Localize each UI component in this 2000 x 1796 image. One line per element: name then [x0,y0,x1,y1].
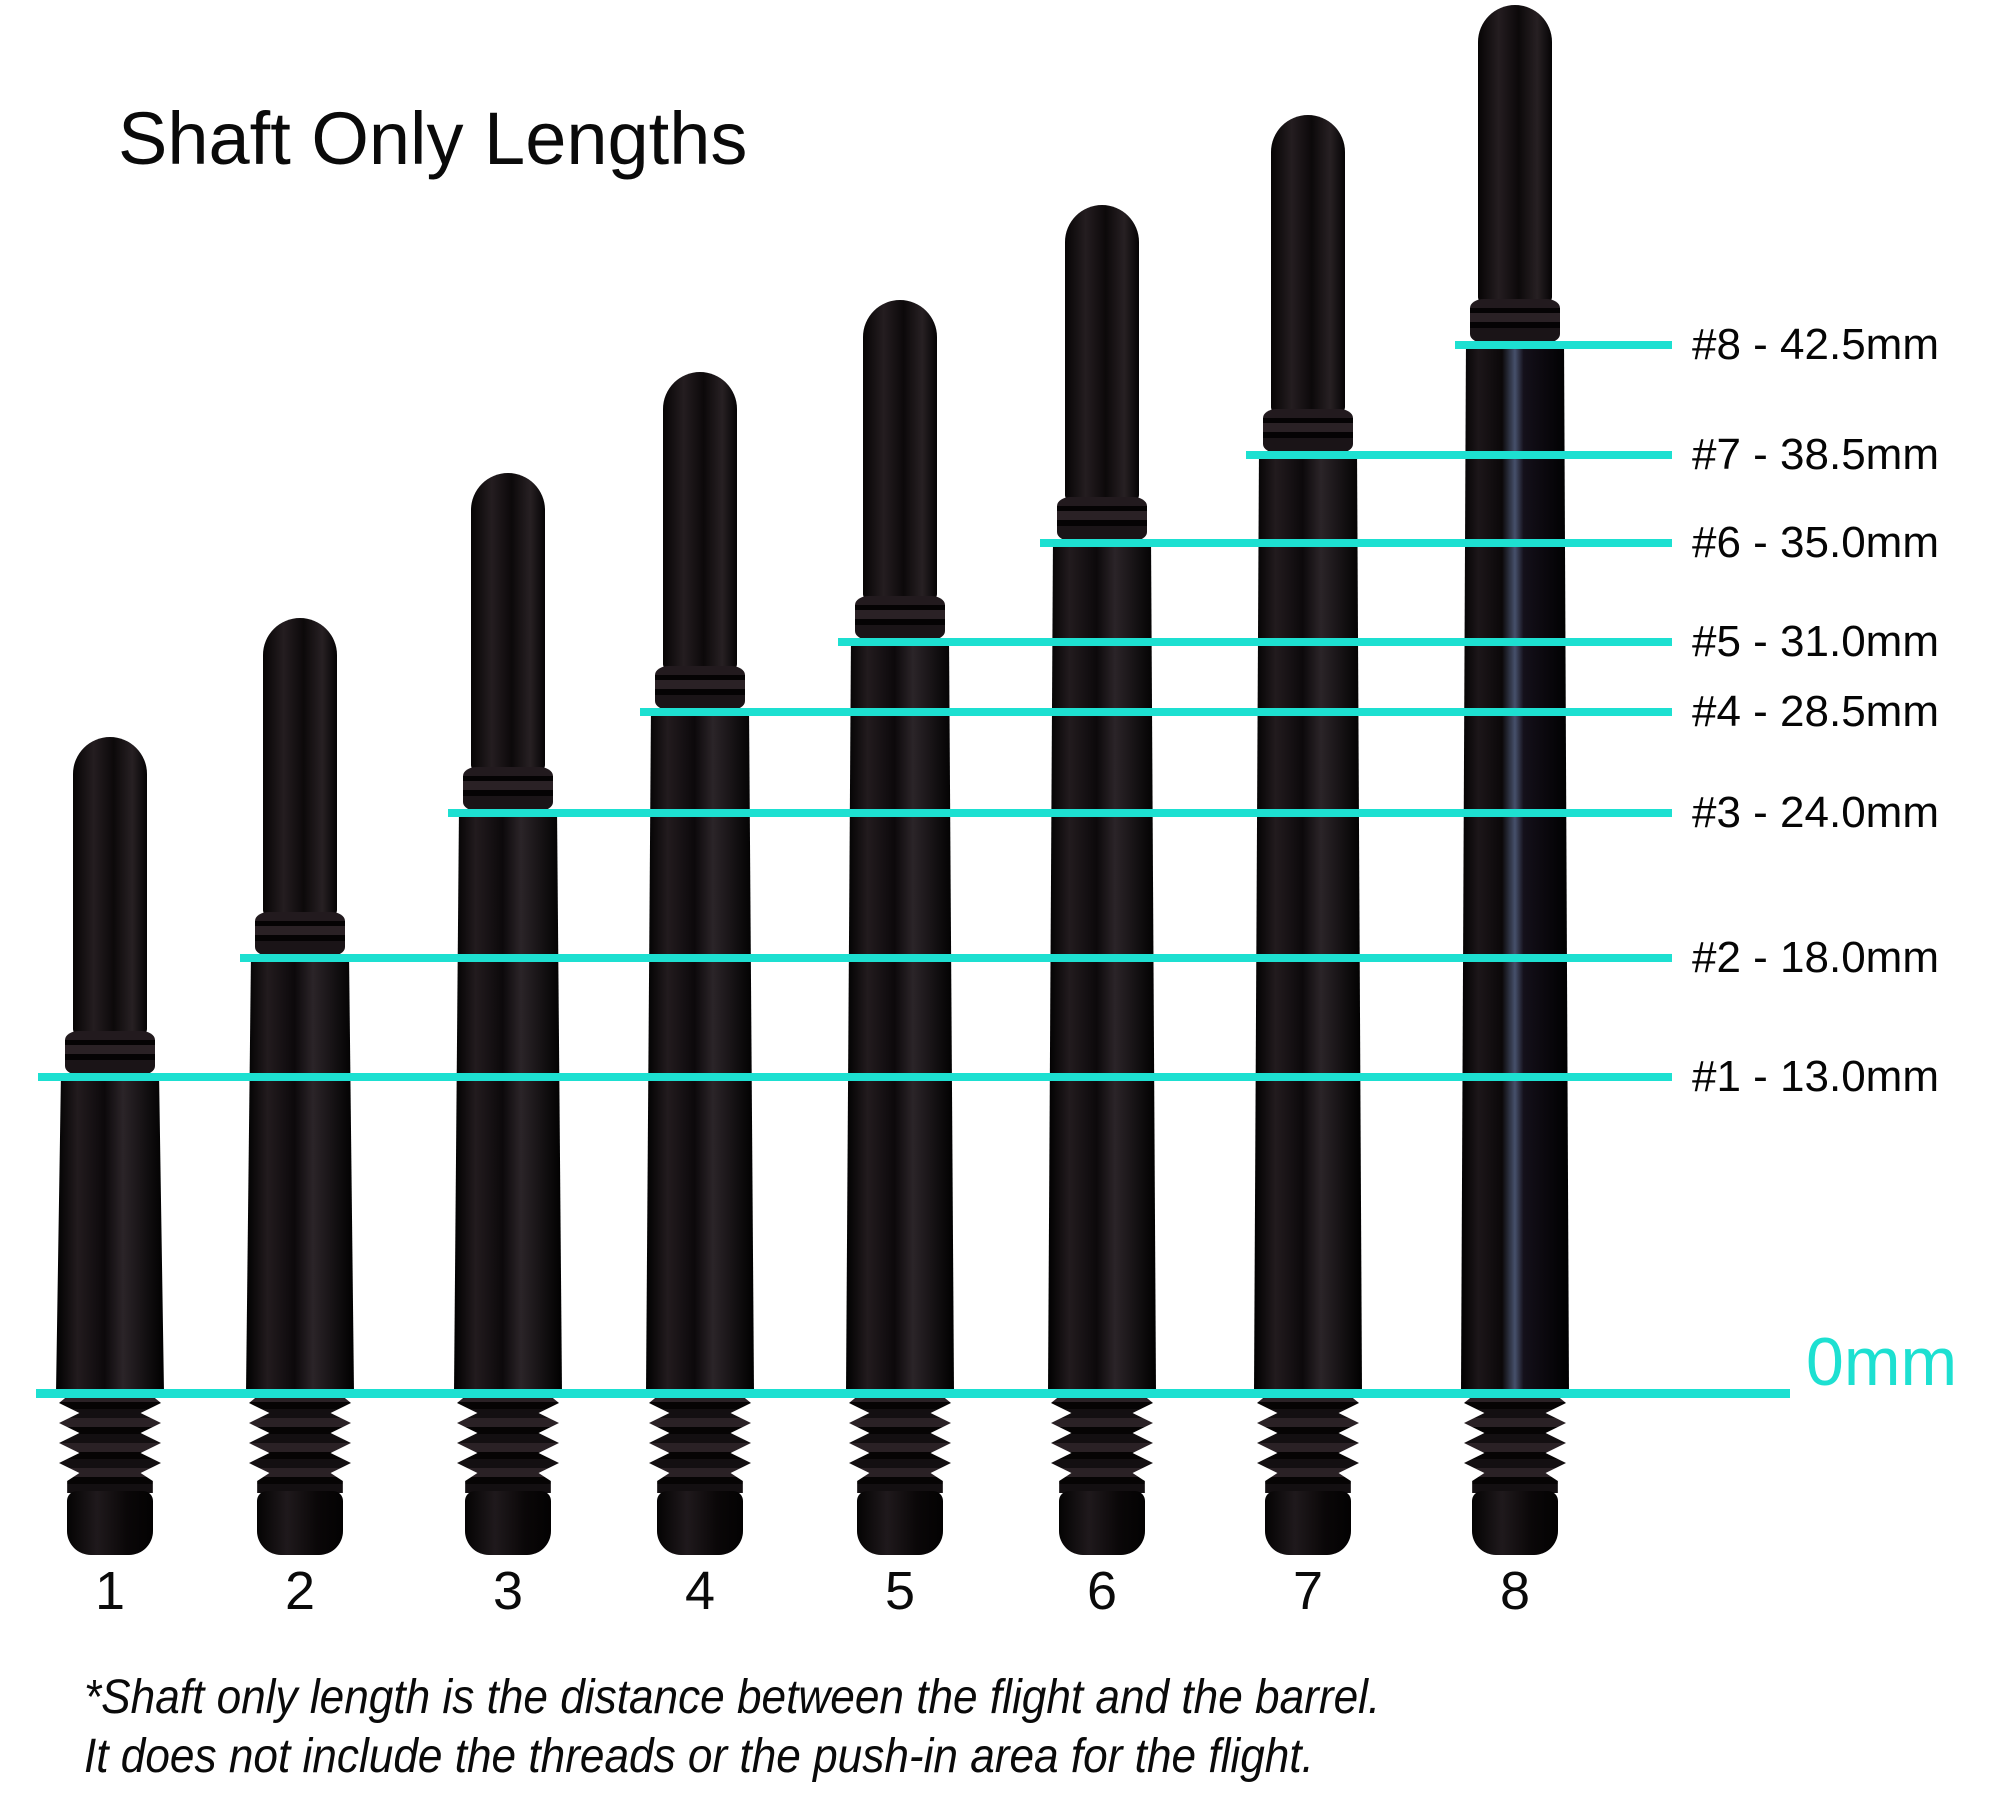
shaft-cap [1478,5,1552,303]
shaft-body [846,640,954,1393]
shaft-ring [65,1031,155,1075]
shaft-bottom-tip [657,1491,743,1555]
measure-line [1246,451,1672,459]
shaft-threads [849,1393,951,1493]
shaft-bottom-tip [465,1491,551,1555]
shaft-bottom-tip [1059,1491,1145,1555]
shaft-body [1461,343,1569,1393]
shaft-body [454,811,562,1393]
shaft-number-label: 8 [1499,1561,1531,1621]
measure-line [640,708,1672,716]
page-title: Shaft Only Lengths [118,97,748,180]
measure-line [448,809,1672,817]
measure-line [240,954,1672,962]
shaft-body [646,710,754,1393]
length-label: #8 - 42.5mm [1692,320,1939,369]
measure-line [1455,341,1672,349]
shaft-body [1048,541,1156,1393]
shaft-threads [457,1393,559,1493]
shaft-number-label: 4 [684,1561,716,1621]
shaft-cap [263,618,337,916]
shaft-cap [1271,115,1345,413]
footnote-line-2: It does not include the threads or the p… [84,1730,1314,1783]
measure-line [38,1073,1672,1081]
shaft-number-label: 1 [94,1561,126,1621]
shaft-threads [249,1393,351,1493]
footnote-line-1: *Shaft only length is the distance betwe… [84,1671,1381,1724]
baseline-zero-label: 0mm [1806,1324,1958,1400]
length-label: #3 - 24.0mm [1692,788,1939,837]
shaft-ring [1057,497,1147,541]
shaft-ring [655,666,745,710]
shaft-cap [471,473,545,771]
length-label: #4 - 28.5mm [1692,687,1939,736]
shaft-threads [1464,1393,1566,1493]
shaft-cap [663,372,737,670]
length-label: #7 - 38.5mm [1692,430,1939,479]
shaft-number-label: 2 [284,1561,316,1621]
shaft-body [1254,453,1362,1393]
shaft-ring [855,596,945,640]
shaft-ring [463,767,553,811]
shaft-cap [73,737,147,1035]
shaft-number-label: 7 [1292,1561,1324,1621]
shaft-body [56,1075,164,1393]
shaft-number-label: 5 [884,1561,916,1621]
shaft-bottom-tip [257,1491,343,1555]
shaft-body [246,956,354,1393]
footnote: *Shaft only length is the distance betwe… [84,1668,1380,1786]
shaft-number-label: 6 [1086,1561,1118,1621]
shaft-threads [1257,1393,1359,1493]
length-label: #1 - 13.0mm [1692,1052,1939,1101]
shaft-ring [1263,409,1353,453]
measure-line [838,638,1672,646]
shaft-threads [649,1393,751,1493]
length-label: #2 - 18.0mm [1692,933,1939,982]
shaft-bottom-tip [1472,1491,1558,1555]
shaft-bottom-tip [857,1491,943,1555]
shaft-threads [1051,1393,1153,1493]
baseline-zero-line [36,1389,1790,1398]
length-label: #6 - 35.0mm [1692,518,1939,567]
shaft-bottom-tip [67,1491,153,1555]
shaft-ring [255,912,345,956]
shaft-cap [1065,205,1139,501]
shaft-threads [59,1393,161,1493]
shaft-bottom-tip [1265,1491,1351,1555]
shaft-ring [1470,299,1560,343]
shaft-number-label: 3 [492,1561,524,1621]
shaft-cap [863,300,937,600]
length-label: #5 - 31.0mm [1692,617,1939,666]
measure-line [1040,539,1672,547]
